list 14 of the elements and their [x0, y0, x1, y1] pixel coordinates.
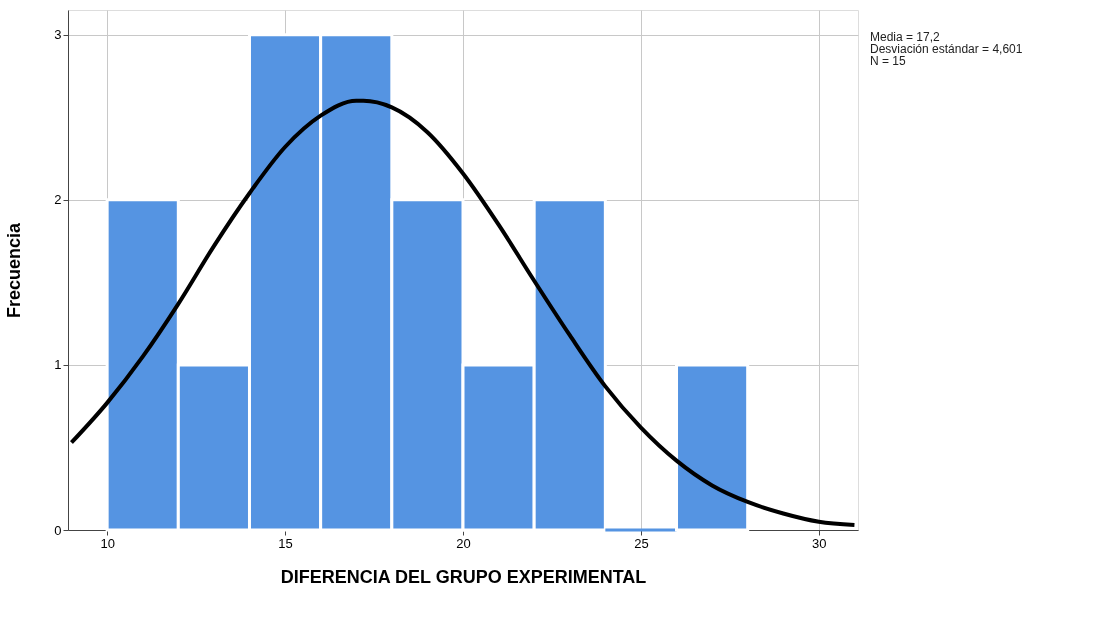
x-tick-label: 10 — [100, 535, 115, 551]
x-tick-label: 15 — [278, 535, 293, 551]
text: Desviación estándar = 4,601 — [870, 42, 1023, 56]
y-tick-label: 2 — [54, 192, 62, 208]
text: Media = 17,2 — [870, 30, 941, 44]
y-tick-label: 0 — [54, 522, 62, 538]
y-tick-label: 1 — [54, 357, 62, 373]
x-tick-label: 30 — [812, 535, 827, 551]
x-tick-label: 25 — [634, 535, 649, 551]
y-axis-title: Frecuencia — [4, 221, 25, 319]
y-tick-label: 3 — [54, 27, 62, 43]
text: N = 15 — [870, 54, 907, 68]
x-tick-label: 20 — [456, 535, 471, 551]
x-axis-title: DIFERENCIA DEL GRUPO EXPERIMENTAL — [280, 566, 647, 587]
